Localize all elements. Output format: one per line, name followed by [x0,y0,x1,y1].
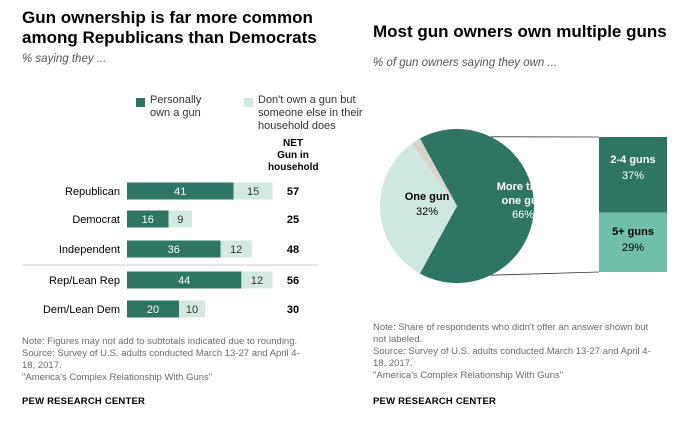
right-chart-title: Most gun owners own multiple guns [373,22,667,41]
pie-slice-one-gun [379,143,457,274]
legend-own-swatch [136,98,145,107]
legend-own-line1: Personally [150,94,202,106]
net-value: 57 [287,186,299,198]
legend-household-label: Don't own a gun but someone else in thei… [258,94,363,133]
left-note: Note: Figures may not add to subtotals i… [22,336,298,347]
legend-household-swatch [244,98,253,107]
pie-label-multi: More than one gun 66% [478,180,568,222]
bar-household-gun-label: 9 [177,214,183,226]
breakout-connector-bottom [490,271,600,276]
bar-household-gun-label: 12 [251,275,263,287]
right-source-2: 18, 2017. [373,358,413,369]
breakout-2-4-value: 37% [621,170,645,182]
left-org-credit: PEW RESEARCH CENTER [22,396,146,407]
bar-own-gun [127,210,169,228]
left-source-1: Source: Survey of U.S. adults conducted … [22,348,300,359]
bar-household-gun [179,300,205,318]
bar-own-gun-label: 41 [174,186,186,198]
right-note-block: Note: Share of respondents who didn't of… [373,322,651,382]
left-chart-subtitle: % saying they ... [22,53,107,65]
bar-household-gun [241,271,273,289]
net-header: NET Gun in household [268,138,319,174]
right-source-1: Source: Survey of U.S. adults conducted … [373,346,651,357]
category-label: Democrat [72,214,120,226]
bar-household-gun [220,240,252,258]
breakout-2-4-name: 2-4 guns [610,154,656,166]
legend-own-label: Personally own a gun [150,94,201,120]
category-label: Independent [59,244,120,256]
pie-label-multi-line1: More than [496,181,550,193]
breakout-label-2-4: 2-4 guns 37% [599,152,667,184]
bar-own-gun-label: 36 [168,244,180,256]
left-report: "America's Complex Relationship With Gun… [22,372,213,383]
bar-own-gun-label: 16 [142,214,154,226]
pie-label-one-gun-value: 32% [415,206,439,218]
right-report: "America's Complex Relationship With Gun… [373,370,564,381]
right-note-1: Note: Share of respondents who didn't of… [373,322,649,333]
pie-slice-no-answer [411,138,457,206]
bar-household-gun-label: 10 [186,304,198,316]
left-chart-title: Gun ownership is far more common among R… [22,8,317,48]
left-source-2: 18, 2017. [22,360,62,371]
bar-household-gun [168,210,192,228]
bar-own-gun [127,271,242,289]
breakout-label-5plus: 5+ guns 29% [599,224,667,256]
pie-slice-more-than-one [419,129,534,283]
legend-household-line3: household does [258,120,336,132]
bar-own-gun [127,182,234,200]
net-value: 56 [287,275,299,287]
bar-own-gun [127,300,179,318]
right-pie-chart [379,129,667,283]
legend-household-line2: someone else in their [258,107,363,119]
legend-own-line2: own a gun [150,107,201,119]
net-header-line3: household [268,162,319,173]
right-chart-subtitle: % of gun owners saying they own ... [373,57,558,69]
pie-label-multi-line2: one gun [501,195,545,207]
bar-own-gun-label: 20 [147,304,159,316]
net-header-line1: NET [283,138,303,149]
breakout-segment-5-plus-guns [599,212,667,272]
net-value: 48 [287,244,299,256]
bar-household-gun [233,182,273,200]
breakout-5plus-name: 5+ guns [612,226,654,238]
category-label: Republican [65,186,120,198]
category-label: Dem/Lean Dem [43,304,120,316]
left-note-block: Note: Figures may not add to subtotals i… [22,336,300,384]
left-title-line1: Gun ownership is far more common [22,8,313,27]
bar-own-gun [127,240,221,258]
bar-own-gun-label: 44 [178,275,190,287]
breakout-5plus-value: 29% [621,242,645,254]
right-org-credit: PEW RESEARCH CENTER [373,396,497,407]
bar-household-gun-label: 12 [230,244,242,256]
net-value: 25 [287,214,299,226]
left-title-line2: among Republicans than Democrats [22,28,317,47]
category-label: Rep/Lean Rep [49,275,120,287]
pie-label-multi-value: 66% [511,209,535,221]
left-bar-chart: Republican 41 15 57 Democrat 16 9 25 Independent… [22,182,318,318]
legend-household-line1: Don't own a gun but [258,94,356,106]
pie-label-one-gun-name: One gun [404,191,450,203]
pie-label-one-gun: One gun 32% [392,190,462,220]
bar-household-gun-label: 15 [247,186,259,198]
right-note-2: not labeled. [373,334,423,345]
net-value: 30 [287,304,299,316]
net-header-line2: Gun in [277,150,309,161]
breakout-segment-2-4-guns [599,137,667,213]
